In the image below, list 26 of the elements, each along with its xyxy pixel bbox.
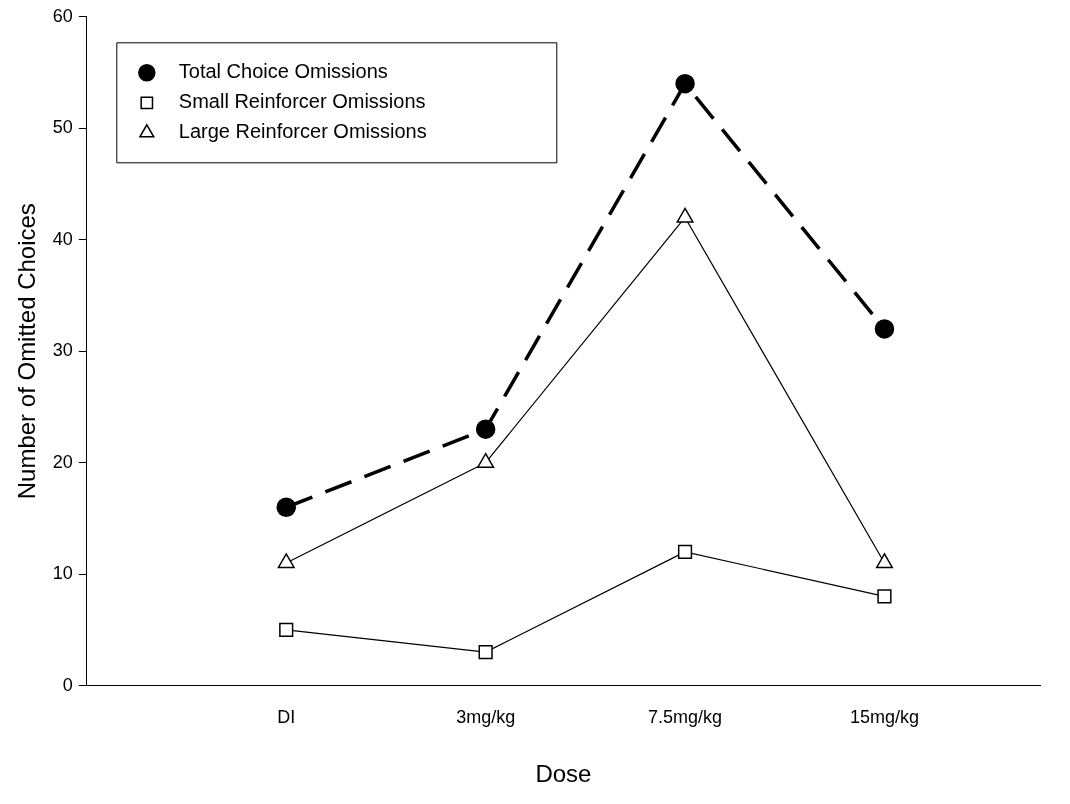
legend-label: Large Reinforcer Omissions [178, 120, 427, 143]
point [675, 73, 695, 94]
legend-label: Small Reinforcer Omissions [178, 90, 426, 113]
y-axis-title: Number of Omitted Choices [13, 203, 41, 500]
point [475, 419, 496, 439]
point [279, 622, 294, 637]
x-axis-title: Dose [535, 760, 592, 788]
y-tick-label: 20 [52, 451, 73, 472]
x-tick-label: 3mg/kg [456, 707, 516, 728]
y-tick-label: 30 [52, 340, 73, 361]
legend-label: Total Choice Omissions [178, 60, 388, 83]
point [875, 553, 894, 569]
point [277, 553, 295, 569]
x-tick-label: 7.5mg/kg [648, 707, 723, 728]
point [874, 319, 895, 339]
x-tick-label: DI [277, 707, 296, 728]
x-tick-label: 15mg/kg [849, 707, 919, 728]
y-tick-label: 60 [52, 5, 73, 26]
y-tick-label: 0 [62, 674, 73, 695]
y-tick-label: 40 [52, 228, 73, 249]
point [677, 544, 693, 559]
y-tick-label: 50 [52, 117, 73, 138]
point [276, 497, 296, 517]
y-tick-label: 10 [52, 563, 73, 584]
point [478, 645, 493, 660]
point [877, 589, 892, 604]
